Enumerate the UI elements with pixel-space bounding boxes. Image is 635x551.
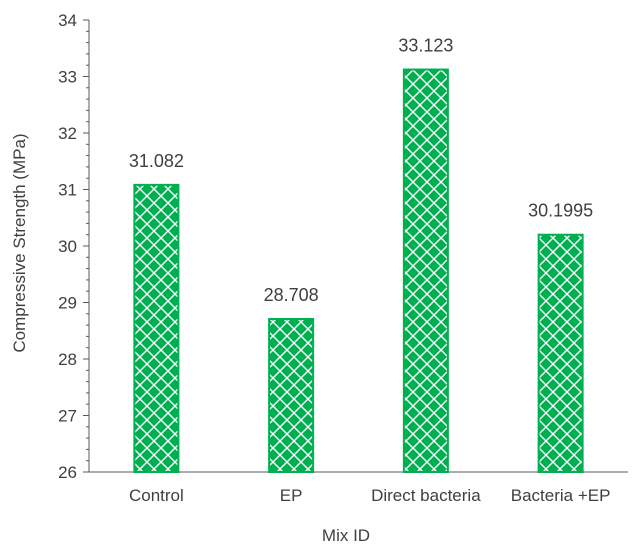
bar-control xyxy=(133,183,180,473)
y-tick-label: 33 xyxy=(58,68,77,87)
data-label: 30.1995 xyxy=(528,201,593,221)
x-axis-title: Mix ID xyxy=(322,526,370,545)
bar-direct-bacteria xyxy=(402,68,449,473)
x-tick-label: Direct bacteria xyxy=(371,486,481,505)
y-tick-label: 30 xyxy=(58,237,77,256)
data-label: 31.082 xyxy=(129,151,184,171)
y-tick-label: 26 xyxy=(58,463,77,482)
x-tick-label: Bacteria +EP xyxy=(511,486,611,505)
y-tick-label: 34 xyxy=(58,11,77,30)
x-tick-label: Control xyxy=(129,486,184,505)
data-label: 33.123 xyxy=(398,36,453,56)
data-label: 28.708 xyxy=(264,285,319,305)
x-tick-label: EP xyxy=(280,486,303,505)
y-tick-label: 31 xyxy=(58,181,77,200)
data-labels: 31.082 28.708 33.123 30.1995 xyxy=(129,36,593,305)
bars xyxy=(133,68,584,473)
y-axis: 26 27 28 29 30 31 32 33 34 xyxy=(58,11,90,482)
x-axis: Control EP Direct bacteria Bacteria +EP xyxy=(89,471,628,505)
y-tick-label: 32 xyxy=(58,124,77,143)
y-axis-title: Compressive Strength (MPa) xyxy=(10,133,29,352)
y-tick-label: 28 xyxy=(58,350,77,369)
y-tick-label: 29 xyxy=(58,294,77,313)
y-tick-label: 27 xyxy=(58,407,77,426)
bar-ep xyxy=(268,317,315,473)
bar-bacteria-ep xyxy=(537,233,584,473)
